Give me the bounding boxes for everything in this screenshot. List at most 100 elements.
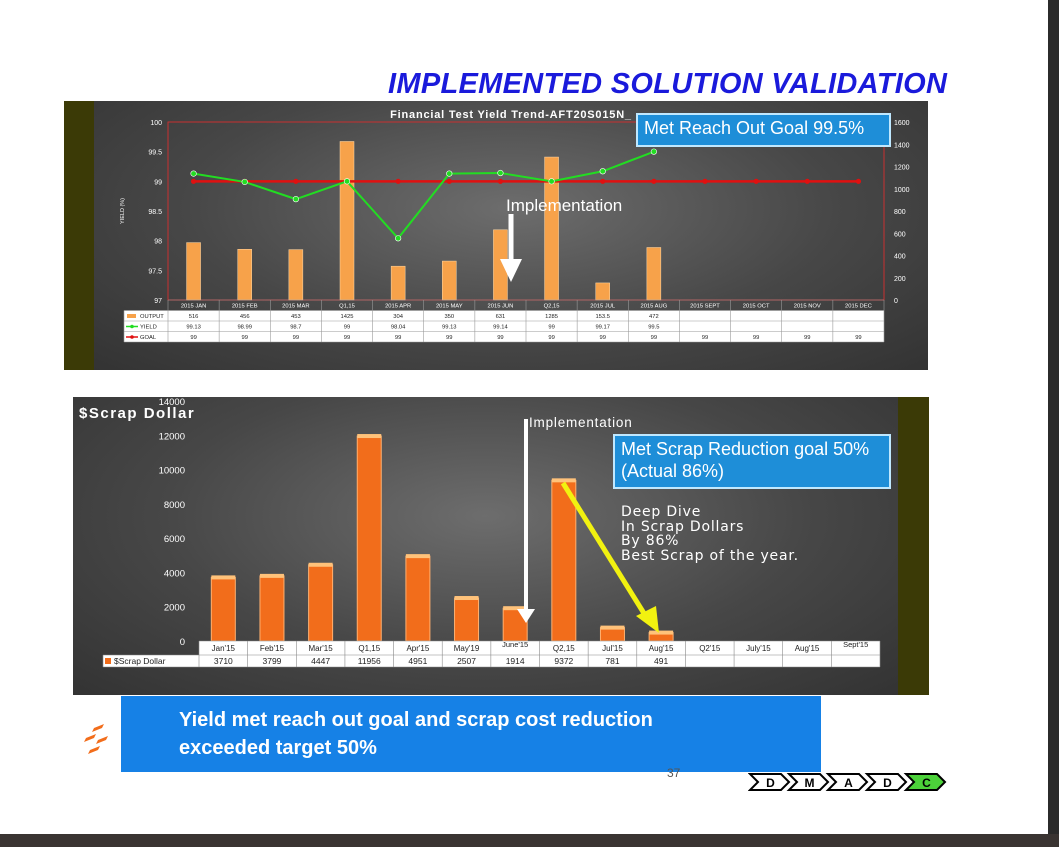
- data-table-value: 99: [599, 335, 605, 341]
- scrap-bar-cap: [551, 478, 576, 483]
- data-table-value: 99.5: [648, 325, 659, 331]
- x-axis-category-label: 2015 JUL: [590, 304, 616, 310]
- data-table-value: 99: [344, 335, 350, 341]
- yield-point: [395, 235, 402, 242]
- yield-point: [650, 148, 657, 155]
- legend-swatch: [105, 658, 111, 664]
- x-axis-category-label: 2015 DEC: [845, 304, 872, 310]
- y2-axis-tick-label: 200: [894, 276, 906, 283]
- chart1-frame-left: [64, 101, 94, 370]
- goal-point: [804, 178, 810, 184]
- data-table-value: 453: [291, 314, 301, 320]
- scrap-bar: [454, 597, 480, 642]
- diagonal-arrow-shaft: [560, 481, 648, 617]
- data-table-value: 3799: [263, 656, 282, 666]
- data-table-value: 99: [548, 325, 554, 331]
- y-axis-tick-label: 8000: [164, 500, 185, 511]
- scrap-bar: [356, 435, 382, 642]
- y-axis-tick-label: 14000: [159, 397, 185, 408]
- yield-point: [292, 196, 299, 203]
- data-table-value: 1914: [506, 656, 525, 666]
- data-table-body: [103, 655, 880, 667]
- y2-axis-tick-label: 1400: [894, 142, 910, 149]
- legend-swatch-marker: [130, 324, 134, 329]
- data-table-value: 631: [496, 314, 506, 320]
- data-table-value: 99: [344, 325, 350, 331]
- data-table-value: 99: [293, 335, 299, 341]
- data-table-value: 99: [855, 335, 861, 341]
- dmaic-step-label: D: [766, 776, 775, 790]
- x-axis-category-label: 2015 MAR: [282, 304, 309, 310]
- legend-label: GOAL: [140, 335, 157, 341]
- scrap-bar: [259, 575, 285, 642]
- goal-point: [395, 178, 401, 184]
- scrap-bar-cap: [259, 573, 284, 578]
- x-axis-category-label: Apr'15: [406, 644, 429, 653]
- y-axis-tick-label: 98.5: [148, 209, 162, 216]
- output-bar: [186, 242, 201, 301]
- goal-point: [190, 178, 197, 184]
- y-axis-tick-label: 4000: [164, 568, 185, 579]
- data-table-value: 4447: [311, 656, 330, 666]
- legend-label: YIELD: [140, 325, 157, 331]
- data-table-value: 99: [804, 335, 810, 341]
- yield-point: [548, 178, 555, 185]
- x-axis-category-label: Jan'15: [212, 644, 236, 653]
- x-axis-category-label: Aug'15: [649, 644, 674, 653]
- x-axis-category-label: 2015 OCT: [743, 304, 770, 310]
- output-bar: [595, 282, 610, 301]
- y-axis-tick-label: 97: [154, 298, 162, 305]
- y2-axis-tick-label: 1600: [894, 120, 910, 127]
- y-axis-label: YIELD (%): [120, 198, 126, 224]
- x-axis-category-label: 2015 AUG: [640, 304, 667, 310]
- scrap-bar-cap: [357, 434, 382, 439]
- data-table-value: 153.5: [595, 314, 610, 320]
- data-table-value: 456: [240, 314, 250, 320]
- goal-point: [600, 178, 606, 184]
- x-axis-category-label: Jul'15: [602, 644, 623, 653]
- reach-out-goal-callout: Met Reach Out Goal 99.5%: [636, 113, 891, 147]
- data-table-value: 99.14: [493, 325, 508, 331]
- data-table-value: 3710: [214, 656, 233, 666]
- data-table-value: 99: [753, 335, 759, 341]
- y-axis-tick-label: 12000: [159, 431, 185, 442]
- yield-point: [190, 170, 197, 177]
- data-table-value: 4951: [408, 656, 427, 666]
- x-axis-category-label: 2015 NOV: [794, 304, 821, 310]
- data-table-value: 98.04: [391, 325, 406, 331]
- data-table-value: 2507: [457, 656, 476, 666]
- y2-axis-tick-label: 600: [894, 231, 906, 238]
- scrap-bar: [210, 576, 236, 642]
- x-axis-category-label: Aug'15: [795, 644, 820, 653]
- data-table-value: 98.7: [290, 325, 301, 331]
- chart2-frame-right: [898, 397, 929, 695]
- x-axis-category-label: 2015 JUN: [488, 304, 514, 310]
- x-axis-category-label: Feb'15: [260, 644, 285, 653]
- x-axis-category-label: 2015 JAN: [181, 304, 206, 310]
- dmaic-step-label: D: [883, 776, 892, 790]
- x-axis-category-label: 2015 MAY: [436, 304, 463, 310]
- arrow-down-icon: [517, 609, 535, 623]
- x-axis-category-label: Q1,15: [339, 304, 355, 310]
- data-table-value: 99: [190, 335, 196, 341]
- x-axis-category-label: 2015 APR: [385, 304, 411, 310]
- scrap-bar: [551, 479, 577, 642]
- chevron-arrow-icon: [864, 773, 908, 791]
- x-axis-category-label: Mar'15: [309, 644, 334, 653]
- data-table-value: 472: [649, 314, 659, 320]
- y2-axis-tick-label: 400: [894, 254, 906, 261]
- data-table-value: 99.17: [595, 325, 610, 331]
- x-axis-category-label: 2015 SEPT: [690, 304, 720, 310]
- yield-line: [193, 150, 655, 240]
- window-right-border: [1048, 0, 1059, 847]
- data-table-value: 99: [651, 335, 657, 341]
- dmaic-step-label: M: [805, 776, 815, 790]
- x-axis-category-label: Q2,15: [544, 304, 560, 310]
- x-axis-category-label: Q2,15: [553, 644, 575, 653]
- x-axis-category-label: Q1,15: [358, 644, 380, 653]
- y-axis-tick-label: 97.5: [148, 268, 162, 275]
- output-bar: [288, 249, 304, 301]
- x-axis-category-label: June'15: [502, 640, 528, 649]
- scrap-bar-cap: [649, 630, 674, 635]
